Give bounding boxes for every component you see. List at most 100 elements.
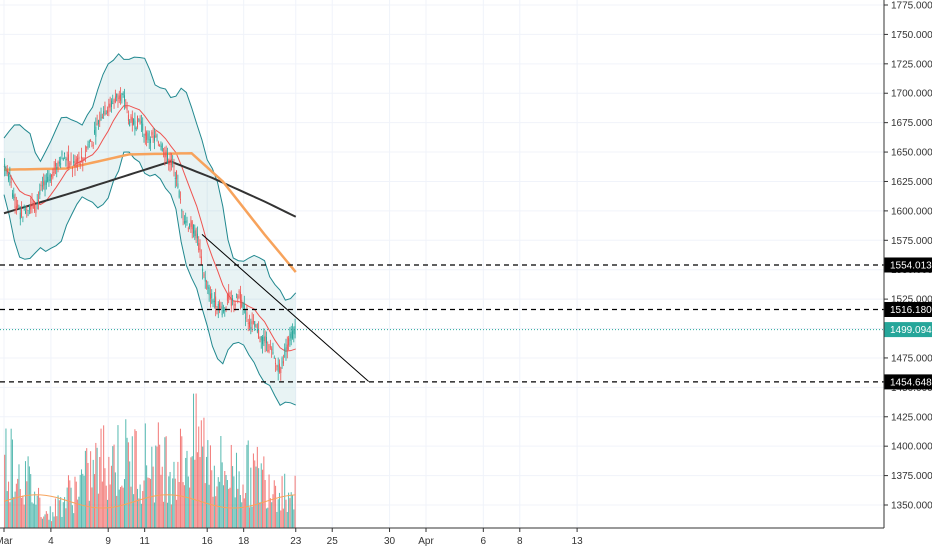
volume-bar — [166, 502, 168, 528]
candle-body — [79, 161, 81, 166]
x-tick-label: 18 — [238, 536, 250, 547]
time-axis[interactable]: Mar 4 9 11 16 18 23 25 30 Apr 6 8 13 — [0, 528, 583, 547]
volume-bar — [262, 469, 264, 528]
volume-bar — [97, 493, 99, 528]
candle-body — [219, 302, 221, 311]
volume-bar — [36, 495, 38, 528]
volume-bar — [78, 496, 80, 528]
volume-bar — [269, 498, 271, 528]
candle-body — [88, 141, 90, 143]
price-axis-tags: 1554.013 1516.180 1454.648 1499.094 — [884, 257, 932, 390]
volume-bar — [57, 495, 59, 528]
candle-body — [78, 156, 80, 160]
candle-body — [105, 113, 107, 115]
volume-bar — [220, 436, 222, 528]
volume-bar — [259, 502, 261, 528]
volume-bar — [191, 456, 193, 528]
volume-bar — [123, 479, 126, 528]
candle-body — [8, 173, 10, 180]
candle-body — [58, 161, 60, 164]
volume-bar — [246, 444, 248, 528]
candle-body — [30, 204, 32, 210]
candle-body — [156, 134, 158, 138]
candle-body — [281, 357, 283, 367]
candle-body — [189, 223, 191, 228]
volume-bar — [147, 477, 149, 528]
horizontal-levels[interactable] — [0, 264, 884, 383]
volume-bar — [272, 494, 274, 528]
candle-body — [130, 116, 132, 121]
volume-bar — [69, 480, 71, 528]
y-tick-label: 1675.000 — [891, 118, 932, 129]
volume-bar — [153, 502, 155, 528]
volume-bar — [213, 465, 215, 528]
volume-bar — [234, 497, 236, 528]
volume-bar — [118, 489, 120, 528]
volume-bar — [88, 500, 90, 528]
volume-bar — [196, 452, 198, 528]
volume-bar — [163, 501, 165, 528]
candle-body — [198, 243, 200, 251]
volume-bar — [215, 496, 217, 528]
candle-body — [203, 273, 205, 277]
volume-bar — [164, 437, 166, 528]
volume-bar — [10, 428, 12, 528]
candle-body — [57, 161, 59, 168]
volume-bar — [138, 498, 140, 528]
candlesticks — [4, 87, 296, 381]
candle-body — [19, 212, 21, 220]
volume-bar — [30, 474, 32, 528]
candle-body — [293, 328, 295, 334]
volume-bar — [86, 448, 88, 528]
volume-bar — [204, 483, 206, 528]
volume-bar — [192, 393, 195, 528]
volume-bar — [208, 484, 210, 528]
bollinger-upper — [3, 53, 297, 301]
candle-body — [250, 326, 252, 330]
candle-body — [100, 114, 102, 121]
candle-body — [216, 306, 218, 308]
volume-bar — [116, 495, 118, 528]
volume-bar — [222, 485, 224, 528]
candle-body — [183, 220, 185, 224]
volume-bar — [195, 393, 197, 528]
volume-bar — [95, 442, 97, 528]
volume-bar — [133, 494, 135, 528]
volume-bar — [161, 466, 163, 528]
candle-body — [200, 256, 202, 266]
candle-body — [223, 309, 224, 312]
candle-body — [285, 347, 287, 352]
trendline[interactable] — [201, 234, 370, 382]
candle-body — [22, 216, 24, 218]
volume-bar — [99, 456, 101, 528]
candle-body — [284, 348, 286, 350]
volume-bar — [280, 510, 282, 528]
volume-bar — [60, 497, 62, 528]
volume-bar — [56, 516, 58, 528]
volume-bar — [24, 461, 27, 528]
candle-body — [143, 136, 145, 139]
volume-bar — [87, 462, 89, 528]
y-tick-label: 1600.000 — [891, 206, 932, 217]
candle-body — [146, 132, 148, 140]
price-axis[interactable]: 1350.0001375.0001400.0001425.0001450.000… — [884, 1, 932, 512]
candle-body — [74, 161, 76, 167]
candle-body — [65, 158, 67, 160]
volume-bar — [104, 468, 106, 528]
candle-body — [147, 133, 149, 140]
volume-bar — [19, 488, 21, 528]
volume-bar — [73, 513, 75, 528]
volume-bar — [107, 499, 109, 528]
volume-bar — [194, 459, 196, 528]
candle-body — [245, 317, 247, 319]
candle-body — [220, 306, 222, 308]
candle-body — [196, 233, 198, 239]
volume-bar — [282, 508, 284, 528]
volume-bar — [181, 436, 183, 528]
candle-body — [243, 304, 245, 310]
candle-body — [211, 293, 213, 299]
candle-body — [44, 179, 46, 191]
candle-body — [114, 96, 116, 103]
price-tag-box — [884, 322, 932, 338]
